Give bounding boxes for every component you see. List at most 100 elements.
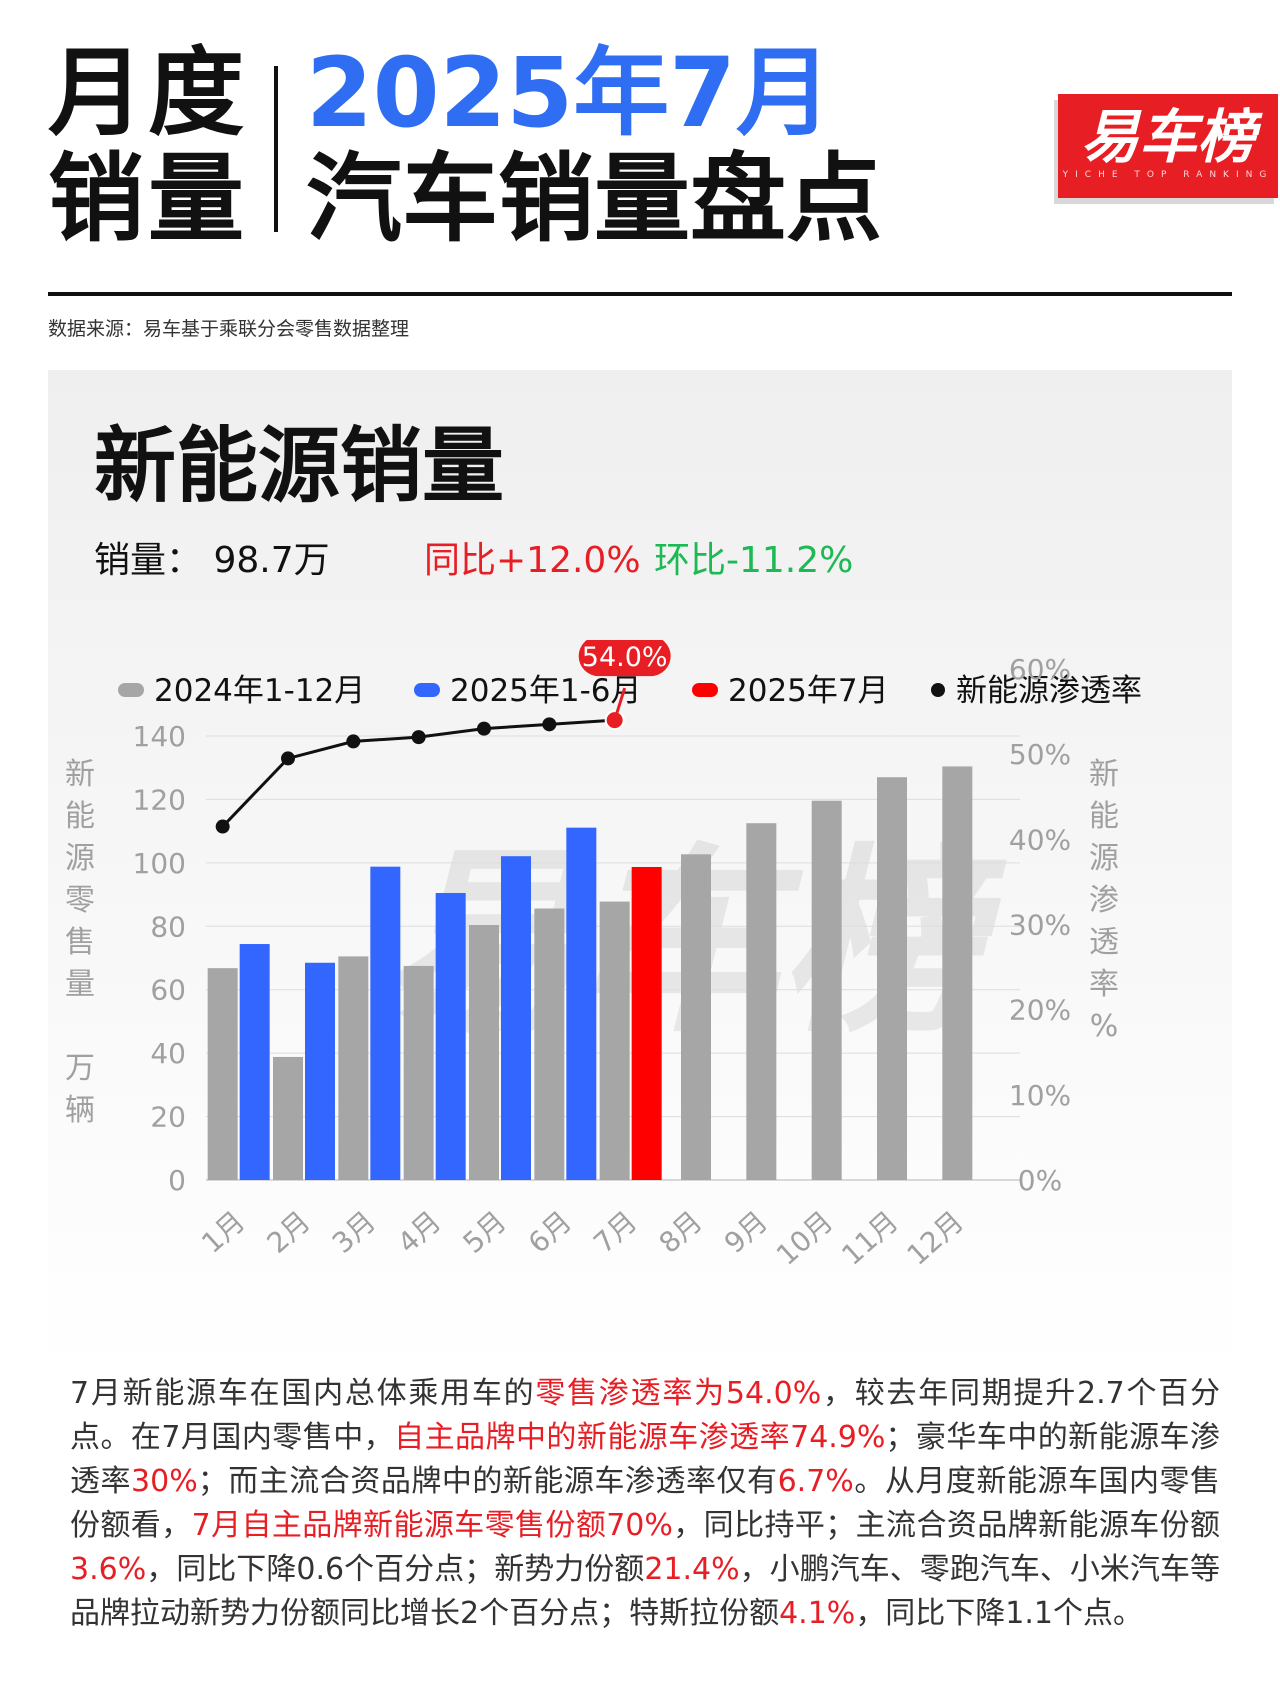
bar-2024-8 [681,854,711,1180]
right-tick-label: 20% [1009,994,1071,1027]
penetration-point [215,819,230,834]
right-tick-label: 30% [1009,909,1071,942]
legend-swatch [414,683,440,697]
data-source: 数据来源：易车基于乘联分会零售数据整理 [48,318,410,340]
nev-sales-chart: 2024年1-12月 2025年1-6月 2025年7月 新能源渗透率 0204060… [65,640,1142,1272]
right-axis-label: 新能源渗透率% [1089,757,1119,1044]
summary-text: ；而主流合资品牌中的新能源车渗透率仅有 [197,1464,778,1499]
bar-2025-5 [501,856,531,1180]
bar-2024-12 [942,766,973,1180]
summary-text: ，同比下降0.6个百分点；新势力份额 [146,1552,645,1587]
bar-2024-4 [403,965,434,1180]
right-axis-label-text-char: 透 [1089,925,1119,960]
left-axis-label-text-char: 辆 [65,1093,95,1128]
legend-label: 2024年1-12月 [154,673,365,709]
left-tick-label: 80 [150,910,186,943]
right-tick-label: 0% [1018,1164,1062,1197]
bar-2025-2 [305,962,335,1180]
bar-2025-july [631,866,662,1180]
left-axis-label: 新能源零售量万辆 [65,757,95,1128]
left-axis-label-text-char: 售 [65,925,95,960]
annotation-bubble [578,640,671,677]
bar-2024-6 [534,908,565,1180]
left-tick-label: 0 [168,1164,186,1197]
summary-highlight: 4.1% [779,1596,856,1631]
annotation-label: 54.0% [582,642,668,673]
x-tick-label: 6月 [522,1205,578,1260]
sales-total: 销量： 98.7万 [94,540,330,581]
x-tick-label: 2月 [261,1205,317,1260]
header-left-line1: 月度 [48,37,248,149]
summary-text: 7月新能源车在国内总体乘用车的 [70,1376,536,1411]
left-axis-label-text-char: 能 [65,799,95,834]
bar-2024-7 [599,901,630,1180]
summary-text: ，同比下降1.1个点。 [855,1596,1144,1631]
right-axis-label-text: 新能源渗透率% [1089,757,1119,1044]
x-tick-label: 5月 [457,1205,513,1260]
summary-text: ，小鹏汽车、零跑汽车、小米汽车等品牌拉动新势力份额同比增长2个百分点；特斯拉份额 [70,1552,1221,1631]
bar-2024-3 [338,956,369,1180]
penetration-point [411,730,426,745]
summary-highlight: 6.7% [777,1464,854,1499]
right-axis-label-text-char: 新 [1089,757,1119,792]
summary-highlight: 零售渗透率为54.0% [535,1376,822,1411]
right-axis-label-text-char: % [1090,1009,1119,1044]
bar-2024-10 [811,800,842,1180]
penetration-line [215,710,625,834]
x-tick-label: 8月 [653,1205,709,1260]
yiche-logo: 易车榜 YICHE TOP RANKING [1058,94,1278,198]
header-left-line2: 销量 [48,143,248,255]
header-month-sales: 月度 销量 [48,40,248,252]
right-axis-label-text-char: 源 [1089,841,1119,876]
left-tick-label: 40 [150,1037,186,1070]
bar-2024-2 [273,1056,303,1180]
legend-swatch [118,683,144,697]
summary-text: 。从月度新能源车国内零售份额看， [70,1464,1221,1543]
legend-swatch [692,683,718,697]
left-tick-label: 60 [150,974,186,1007]
summary-highlight: 自主品牌中的新能源车渗透率74.9% [394,1420,886,1455]
right-axis-label-text-char: 率 [1089,967,1119,1002]
summary-text: ，较去年同期提升2.7个百分点。在7月国内零售中， [70,1376,1220,1455]
left-tick-label: 20 [150,1101,186,1134]
left-axis-label-text-char: 新 [65,757,95,792]
right-tick-label: 10% [1009,1079,1071,1112]
left-axis-label-text-char: 源 [65,841,95,876]
right-tick-label: 50% [1009,738,1071,771]
bar-2024-11 [877,777,907,1180]
legend-label: 2025年7月 [728,673,889,709]
mom-change: 环比-11.2% [654,540,854,581]
x-tick-label: 3月 [326,1205,382,1260]
summary-highlight: 7月自主品牌新能源车零售份额70% [191,1508,673,1543]
header-subtitle: 汽车销量盘点 [306,143,882,255]
annotation-leader [613,687,627,721]
x-tick-label: 12月 [901,1205,970,1272]
penetration-point [477,721,491,736]
summary-text: ，同比持平；主流合资品牌新能源车份额 [672,1508,1220,1543]
header-separator [274,66,278,232]
legend-label: 新能源渗透率 [956,673,1142,709]
bar-2024-5 [469,925,499,1180]
bar-2025-6 [566,827,597,1180]
logo-text: 易车榜 [1080,103,1255,171]
x-tick-label: 9月 [718,1205,774,1260]
left-axis-label-text-char: 零 [65,883,95,918]
penetration-point [542,717,557,732]
penetration-annotation: 54.0% [578,640,671,721]
summary-highlight: 21.4% [644,1552,740,1587]
x-tick-label: 4月 [391,1205,447,1260]
legend-label: 2025年1-6月 [450,673,642,709]
summary-paragraph: 7月新能源车在国内总体乘用车的零售渗透率为54.0%，较去年同期提升2.7个百分… [70,1372,1220,1636]
right-axis-label-text-char: 渗 [1089,883,1119,918]
right-axis-label-text-char: 能 [1089,799,1119,834]
section-title: 新能源销量 [94,419,505,514]
left-tick-label: 140 [133,720,186,753]
x-tick-label: 11月 [835,1205,904,1272]
x-tick-label: 10月 [770,1205,839,1272]
header-rule [48,292,1232,296]
left-axis-label-text: 新能源零售量万辆 [65,757,95,1128]
chart-legend: 2024年1-12月 2025年1-6月 2025年7月 新能源渗透率 [118,673,1142,709]
summary-text: ；豪华车中的新能源车渗透率 [70,1420,1220,1499]
summary-highlight: 3.6% [70,1552,147,1587]
bar-2025-3 [370,866,401,1180]
